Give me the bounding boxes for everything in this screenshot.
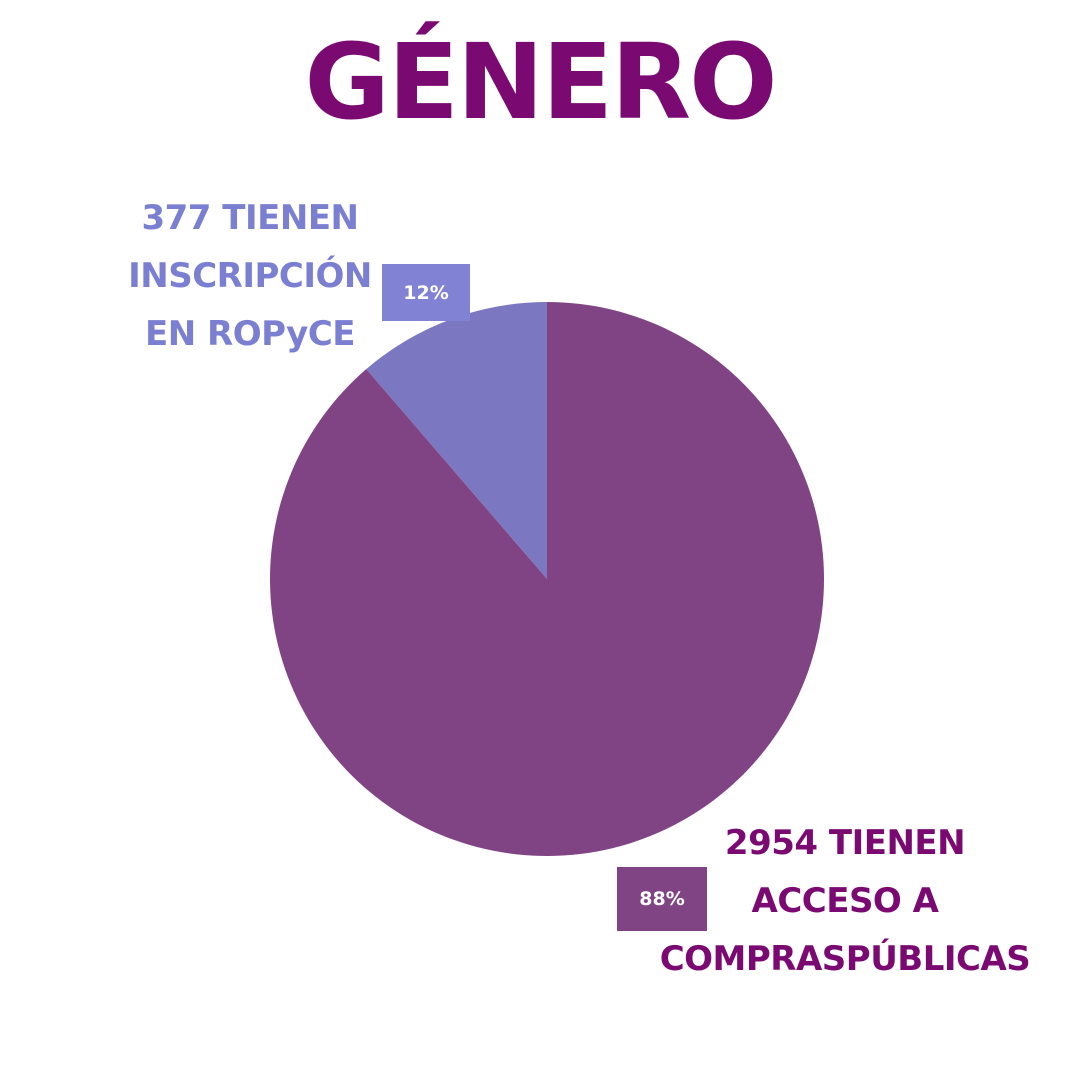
percent-label: 12% xyxy=(403,282,448,304)
slice-label-line: EN ROPyCE xyxy=(120,305,380,363)
slice-label-line: INSCRIPCIÓN xyxy=(120,247,380,305)
pie-slice-compraspublicas xyxy=(270,302,824,856)
slice-label-ropyce: 377 TIENEN INSCRIPCIÓN EN ROPyCE xyxy=(120,189,380,363)
slice-label-line: COMPRASPÚBLICAS xyxy=(640,930,1050,988)
percent-badge-ropyce: 12% xyxy=(382,264,470,321)
percent-badge-compraspublicas: 88% xyxy=(617,867,707,931)
slice-label-line: 2954 TIENEN xyxy=(640,814,1050,872)
percent-label: 88% xyxy=(639,888,684,910)
slice-label-line: 377 TIENEN xyxy=(120,189,380,247)
